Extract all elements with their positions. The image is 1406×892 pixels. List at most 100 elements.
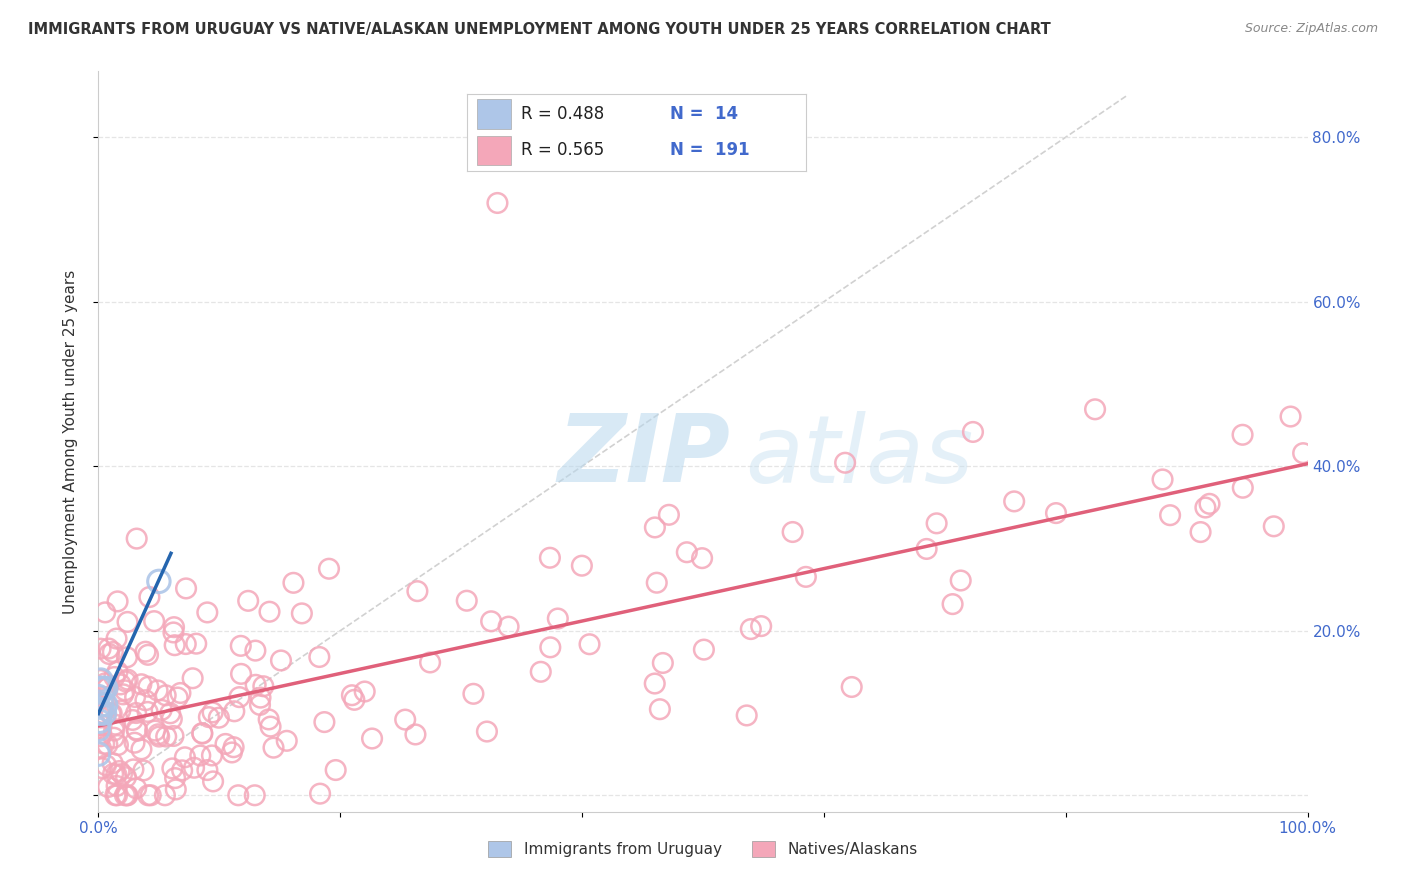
Point [658,508,681,522]
Point [166,690,188,705]
Point [259,605,281,619]
Point [103,731,125,745]
Point [538,550,561,565]
Point [107,665,129,679]
Point [644,520,666,534]
Point [308,650,330,665]
Point [90,710,112,724]
Point [749,619,772,633]
Point [136,705,159,719]
Point [107,738,129,752]
Point [208,711,231,725]
Point [136,789,159,803]
Point [94,708,117,723]
Point [87,723,110,737]
Point [201,706,224,720]
Point [91,681,114,696]
Point [404,727,426,741]
Point [94,681,117,696]
Point [124,690,146,704]
Point [139,789,162,803]
Point [782,524,804,539]
Point [122,763,145,777]
Point [214,737,236,751]
Point [309,787,332,801]
Point [1159,508,1181,523]
Point [224,704,246,718]
Point [90,726,112,740]
Point [100,706,122,721]
Point [87,690,110,704]
Point [169,686,191,700]
Point [1279,409,1302,424]
Point [191,726,214,740]
Point [104,717,127,731]
Point [252,679,274,693]
Point [148,727,170,741]
Point [110,677,132,691]
Point [94,698,117,712]
Point [91,698,114,712]
Point [125,532,148,546]
Point [121,713,143,727]
Point [249,698,271,712]
Point [110,704,132,718]
Point [243,789,266,803]
Point [191,726,214,740]
Point [202,774,225,789]
Point [90,718,112,732]
Point [136,648,159,662]
Point [406,584,429,599]
Point [834,456,856,470]
Point [165,782,187,797]
Point [419,656,441,670]
Point [645,575,668,590]
Point [198,710,221,724]
Point [162,761,184,775]
Point [124,736,146,750]
Point [90,706,112,720]
Point [114,683,136,698]
Point [475,724,498,739]
Point [942,597,965,611]
Point [245,643,267,657]
Point [87,706,110,720]
Point [394,713,416,727]
Point [195,763,218,777]
Point [163,638,186,652]
Point [90,729,112,743]
Point [108,764,131,778]
Point [463,687,485,701]
Point [1198,497,1220,511]
Point [644,676,666,690]
Point [228,690,250,705]
Text: IMMIGRANTS FROM URUGUAY VS NATIVE/ALASKAN UNEMPLOYMENT AMONG YOUTH UNDER 25 YEAR: IMMIGRANTS FROM URUGUAY VS NATIVE/ALASKA… [28,22,1050,37]
Point [89,681,111,696]
Point [94,676,117,690]
Point [1084,402,1107,417]
Point [962,425,984,439]
Point [675,545,697,559]
Point [90,641,112,656]
Point [353,684,375,698]
Point [1232,481,1254,495]
Point [90,741,112,756]
Point [1152,473,1174,487]
Point [115,770,138,784]
Point [87,747,110,761]
Point [103,670,125,684]
Point [221,746,243,760]
Text: Source: ZipAtlas.com: Source: ZipAtlas.com [1244,22,1378,36]
Point [291,607,314,621]
Point [648,702,671,716]
Point [89,673,111,687]
Point [131,742,153,756]
Point [1045,506,1067,520]
Point [155,730,177,744]
Point [131,677,153,691]
Point [105,789,128,803]
Point [96,738,118,752]
Point [143,723,166,738]
Point [186,637,208,651]
Point [690,551,713,566]
